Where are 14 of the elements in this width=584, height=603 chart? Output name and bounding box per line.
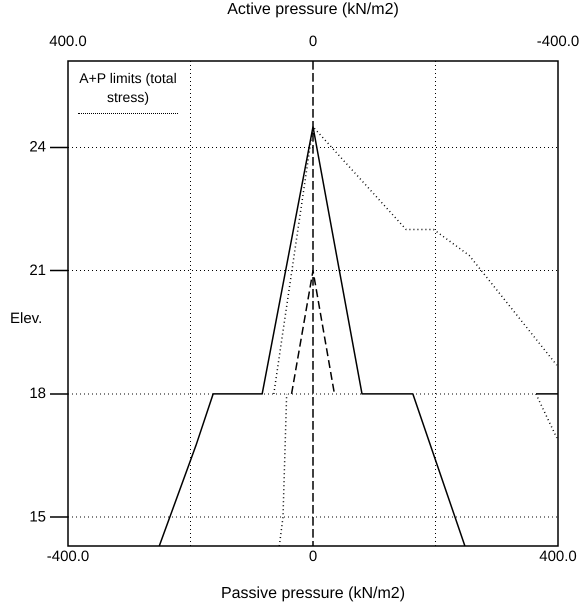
y-tick-label: 24 — [29, 138, 46, 156]
text: A+P limits (total stress) — [78, 69, 178, 107]
y-tick-label: 18 — [29, 385, 46, 402]
x-tick-label: 400.0 — [539, 548, 577, 566]
y-tick-label: 15 — [29, 508, 46, 526]
x2-tick-label: -400.0 — [536, 33, 580, 50]
x-tick-label: -400.0 — [46, 548, 90, 566]
x2-axis-title: Active pressure (kN/m2) — [227, 1, 399, 18]
y-axis-title: Elev. — [10, 310, 42, 326]
x2-tick-label: 400.0 — [49, 33, 87, 50]
x2-tick-label: 0 — [308, 33, 318, 50]
x-axis-title: Passive pressure (kN/m2) — [220, 584, 406, 602]
y-tick-label: 21 — [29, 262, 46, 279]
x-tick-label: 0 — [308, 548, 318, 566]
